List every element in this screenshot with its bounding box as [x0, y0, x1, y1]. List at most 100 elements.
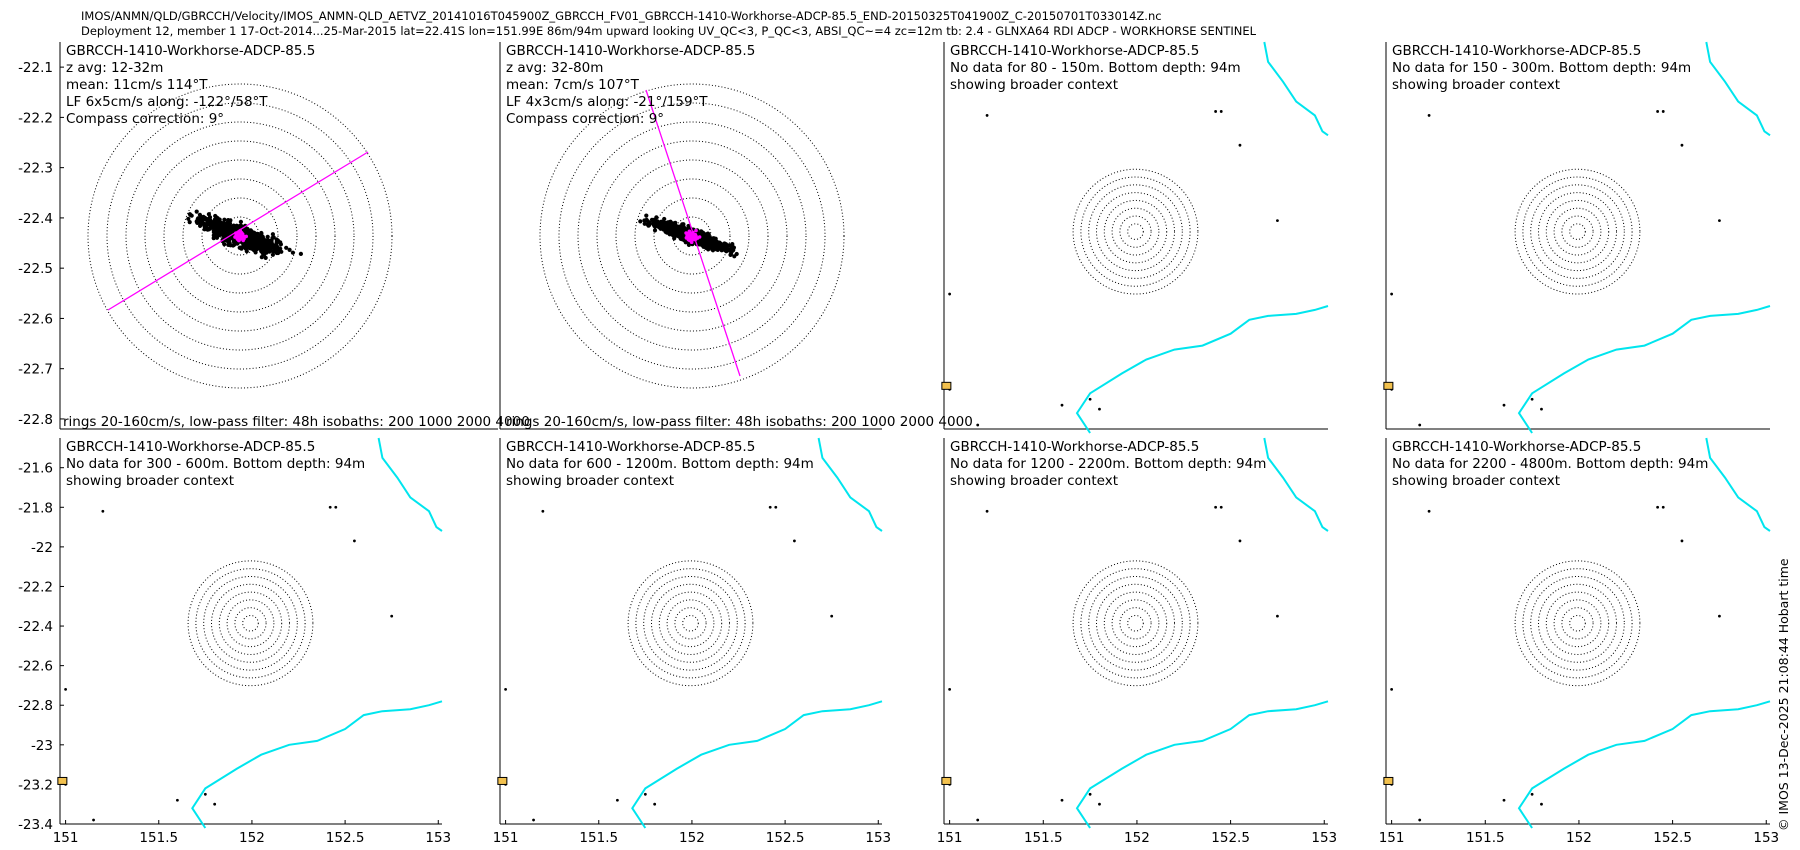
context-ring: [1569, 614, 1586, 632]
lowpass-point: [697, 235, 702, 239]
scatter-point: [707, 245, 712, 250]
scatter-point: [676, 227, 681, 232]
scatter-point: [259, 230, 264, 236]
scatter-point: [210, 220, 215, 225]
reef-island: [1656, 110, 1660, 113]
scatter-point: [257, 236, 262, 241]
panel-footer: rings 20-160cm/s, low-pass filter: 48h i…: [506, 414, 973, 430]
land-patch: [941, 381, 952, 390]
panel-8: GBRCCH-1410-Workhorse-ADCP-85.5No data f…: [1383, 437, 1771, 829]
panel-5: GBRCCH-1410-Workhorse-ADCP-85.5No data f…: [57, 437, 443, 829]
panel-3: GBRCCH-1410-Workhorse-ADCP-85.5No data f…: [941, 41, 1329, 434]
context-ring: [643, 575, 738, 671]
panel-annotation: mean: 11cm/s 114°T: [66, 77, 208, 93]
scatter-point: [226, 242, 231, 247]
coastline-north: [1263, 437, 1329, 532]
reef-island: [92, 818, 95, 822]
context-ring: [651, 583, 730, 663]
context-ring: [1561, 607, 1594, 640]
context-ring: [1545, 591, 1610, 655]
reef-island: [1238, 539, 1242, 543]
reef-island: [1276, 219, 1279, 223]
panel-title: GBRCCH-1410-Workhorse-ADCP-85.5: [950, 43, 1199, 59]
scatter-point: [712, 239, 718, 245]
scatter-point: [205, 221, 210, 226]
scatter-point: [266, 243, 272, 248]
reef-island: [643, 792, 647, 796]
reef-island: [948, 292, 952, 296]
scatter-point: [701, 235, 707, 240]
x-tick-label: 152: [1124, 830, 1150, 846]
reef-island: [328, 505, 332, 509]
y-tick-label: -22.5: [18, 261, 53, 277]
x-tick-label: 151: [1379, 830, 1405, 846]
scatter-point: [298, 251, 303, 256]
scatter-point: [265, 234, 270, 239]
scatter-point: [724, 249, 729, 254]
scatter-point: [656, 220, 662, 225]
scatter-point: [652, 223, 657, 228]
panel-annotation: showing broader context: [1392, 77, 1560, 93]
reef-island: [1540, 802, 1543, 806]
scatter-point: [260, 251, 265, 256]
lowpass-point: [687, 235, 692, 239]
panel-annotation: Compass correction: 9°: [506, 111, 664, 127]
scatter-point: [238, 219, 243, 224]
x-tick-label: 153: [425, 830, 451, 846]
speed-ring: [615, 159, 769, 313]
lowpass-point: [237, 236, 241, 241]
context-ring: [1514, 168, 1641, 295]
panel-annotation: z avg: 32-80m: [506, 60, 603, 76]
context-ring: [1514, 560, 1641, 687]
scatter-point: [222, 217, 227, 222]
y-tick-label: -22.4: [18, 619, 53, 635]
y-tick-label: -21.6: [18, 461, 53, 477]
scatter-point: [644, 217, 649, 222]
reef-island: [615, 798, 619, 802]
reef-island: [1680, 143, 1684, 147]
scatter-point: [642, 221, 647, 226]
reef-island: [1219, 110, 1223, 113]
scatter-point: [669, 223, 674, 228]
principal-axis-line: [107, 151, 369, 311]
context-ring: [1545, 199, 1610, 264]
reef-island: [653, 802, 657, 806]
reef-island: [213, 802, 217, 806]
reef-island: [64, 687, 67, 691]
context-ring: [666, 599, 715, 648]
x-tick-label: 151.5: [579, 830, 618, 846]
scatter-point: [667, 229, 672, 234]
scatter-point: [253, 234, 258, 239]
x-tick-label: 152.5: [1211, 830, 1250, 846]
context-ring: [234, 607, 267, 640]
y-tick-label: -23.2: [18, 777, 53, 793]
x-tick-label: 151: [493, 830, 519, 846]
x-tick-label: 152: [239, 830, 265, 846]
scatter-point: [681, 233, 686, 238]
reef-island: [1718, 614, 1721, 618]
panel-4: GBRCCH-1410-Workhorse-ADCP-85.5No data f…: [1383, 41, 1771, 434]
scatter-point: [279, 249, 284, 254]
scatter-point: [194, 209, 199, 214]
x-tick-label: 153: [1311, 830, 1337, 846]
scatter-point: [244, 249, 249, 254]
y-tick-label: -22.6: [18, 659, 53, 675]
lowpass-point: [235, 233, 240, 237]
context-ring: [1561, 215, 1594, 248]
file-path-header: IMOS/ANMN/QLD/GBRCCH/Velocity/IMOS_ANMN-…: [81, 9, 1162, 23]
scatter-point: [189, 213, 194, 218]
context-ring: [195, 568, 306, 679]
scatter-point: [207, 226, 212, 231]
scatter-point: [728, 252, 733, 257]
reef-island: [1276, 614, 1279, 618]
context-ring: [242, 614, 259, 632]
y-tick-label: -22.8: [18, 412, 53, 428]
panel-annotation: LF 6x5cm/s along: -122°/58°T: [66, 94, 268, 110]
y-tick-label: -22.6: [18, 311, 53, 327]
speed-ring: [144, 140, 336, 332]
scatter-point: [228, 229, 233, 234]
coastline-south: [1075, 305, 1329, 434]
x-tick-label: 153: [1753, 830, 1779, 846]
reef-island: [948, 687, 952, 691]
context-ring: [1538, 583, 1617, 663]
